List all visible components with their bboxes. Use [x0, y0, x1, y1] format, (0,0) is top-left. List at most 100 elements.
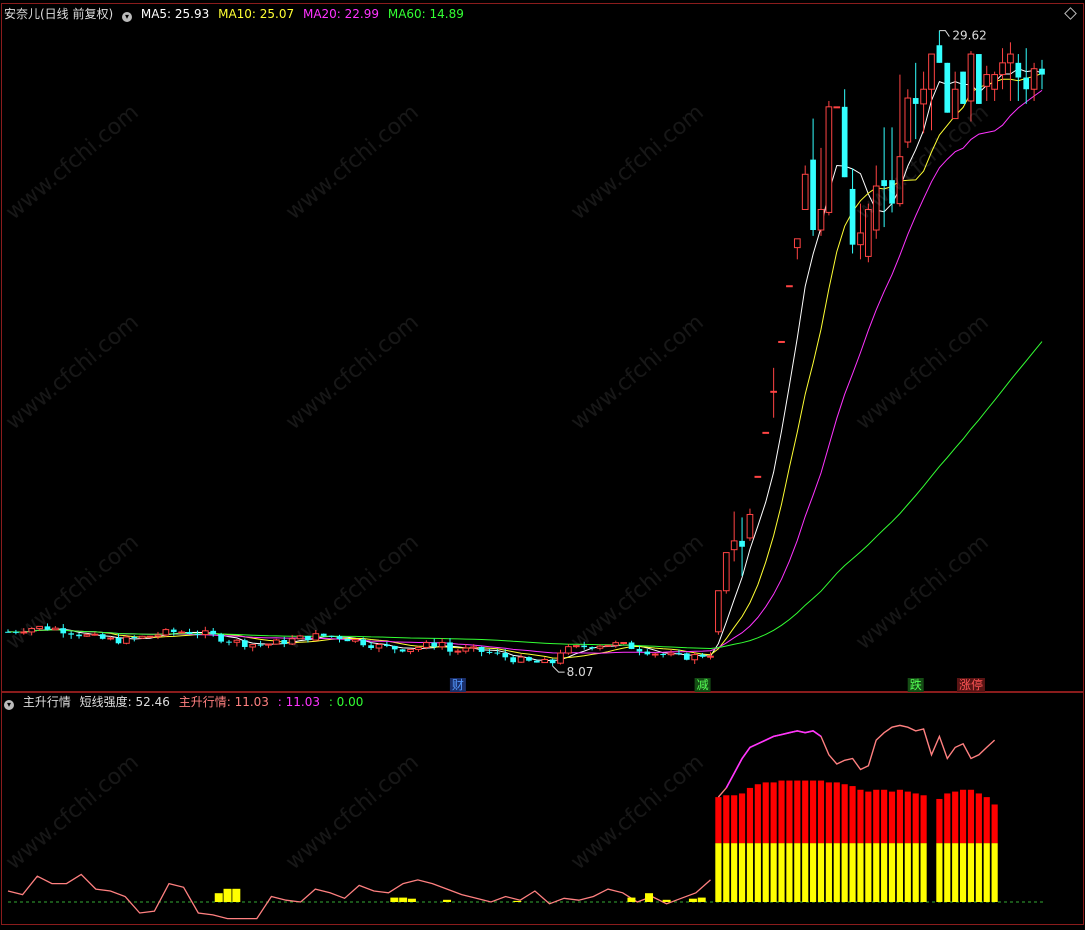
- candle-body: [44, 626, 51, 630]
- candle-body: [13, 631, 19, 633]
- candle: [336, 634, 343, 643]
- candle: [68, 631, 74, 639]
- candle-body: [146, 635, 154, 638]
- candle: [739, 517, 745, 577]
- candle-body: [368, 645, 374, 649]
- toggle-icon[interactable]: ▾: [122, 12, 133, 22]
- sub-small-bar: [645, 893, 654, 902]
- candle-body: [241, 640, 248, 647]
- candle-body: [676, 653, 682, 655]
- candle-body: [336, 636, 343, 639]
- candle-body: [778, 340, 785, 343]
- candle: [154, 631, 162, 640]
- sub-bar-bottom: [991, 843, 998, 902]
- value1-label: 主升行情: 11.03: [178, 695, 269, 709]
- sub-bar-top: [786, 780, 793, 844]
- candle-body: [786, 285, 793, 288]
- low-price-pointer: [552, 665, 565, 673]
- candle-body: [91, 633, 99, 636]
- ma10-label: MA10: 25.07: [218, 7, 295, 21]
- sub-bar-bottom: [936, 843, 943, 902]
- sub-bar-bottom: [959, 843, 967, 902]
- candle-body: [754, 475, 762, 478]
- sub-bar-top: [762, 782, 769, 844]
- candle-body: [138, 635, 146, 639]
- candle-body: [644, 651, 651, 655]
- candle: [351, 638, 359, 643]
- candle: [1007, 42, 1014, 101]
- candle: [517, 654, 525, 663]
- candle: [210, 628, 217, 637]
- sub-bar-bottom: [762, 843, 769, 902]
- sub-bar-top: [959, 789, 967, 844]
- candle: [249, 644, 257, 652]
- event-marker-label: 减: [697, 678, 709, 692]
- candle: [273, 638, 280, 645]
- candle: [793, 238, 801, 260]
- sub-bar-top: [841, 784, 848, 844]
- sub-bar-top: [817, 780, 825, 844]
- event-marker-label: 涨停: [959, 677, 983, 692]
- sub-bar-bottom: [833, 843, 840, 902]
- sub-bar-bottom: [778, 843, 785, 902]
- candle-body: [233, 639, 241, 643]
- candle: [533, 659, 540, 663]
- candle-body: [265, 643, 272, 646]
- candle-body: [581, 645, 588, 648]
- candle-body: [257, 644, 264, 646]
- sub-bar-bottom: [746, 843, 754, 902]
- candle-body: [1015, 62, 1022, 78]
- candle: [596, 644, 604, 651]
- candle: [194, 630, 201, 639]
- candle: [502, 649, 509, 661]
- candle-body: [375, 643, 383, 649]
- candle: [462, 644, 470, 654]
- candle: [999, 48, 1006, 90]
- sub-bar-top: [754, 784, 761, 844]
- candle-body: [936, 45, 943, 63]
- candle: [810, 118, 816, 236]
- sub-bar-bottom: [857, 843, 864, 902]
- candle-body: [810, 159, 816, 231]
- sub-bar-bottom: [896, 843, 904, 902]
- candle: [431, 638, 438, 650]
- candle-body: [218, 634, 224, 642]
- candle-body: [201, 630, 209, 636]
- candle: [872, 165, 880, 239]
- candle-body: [825, 106, 833, 213]
- sub-bar-bottom: [786, 843, 793, 902]
- candle: [454, 648, 462, 655]
- sub-small-bar: [214, 893, 223, 902]
- sub-small-bar: [697, 897, 706, 902]
- sub-bar-top: [920, 795, 927, 844]
- candle: [896, 74, 904, 207]
- candle: [201, 626, 209, 639]
- candle: [13, 629, 19, 635]
- candle-body: [462, 647, 470, 652]
- candle: [486, 649, 493, 655]
- candle-body: [154, 634, 162, 637]
- sub-small-bar: [627, 897, 636, 902]
- candle: [636, 645, 643, 656]
- sub-bar-bottom: [952, 843, 959, 902]
- candle: [754, 475, 762, 478]
- candle-body: [328, 635, 335, 637]
- candle: [565, 644, 572, 655]
- candle: [699, 653, 706, 659]
- candle: [951, 71, 959, 120]
- candle-body: [478, 646, 485, 652]
- sub-line-left: [7, 873, 711, 920]
- sub-bar-bottom: [975, 843, 982, 902]
- candle-body: [115, 638, 122, 644]
- sub-bar-bottom: [920, 843, 927, 902]
- candle-body: [415, 646, 422, 650]
- candle: [265, 643, 272, 649]
- candle: [991, 71, 998, 101]
- candle: [589, 646, 595, 651]
- toggle-icon[interactable]: ▾: [4, 700, 14, 710]
- high-price-pointer: [939, 30, 950, 37]
- candle-body: [660, 654, 666, 656]
- candle-body: [872, 185, 880, 231]
